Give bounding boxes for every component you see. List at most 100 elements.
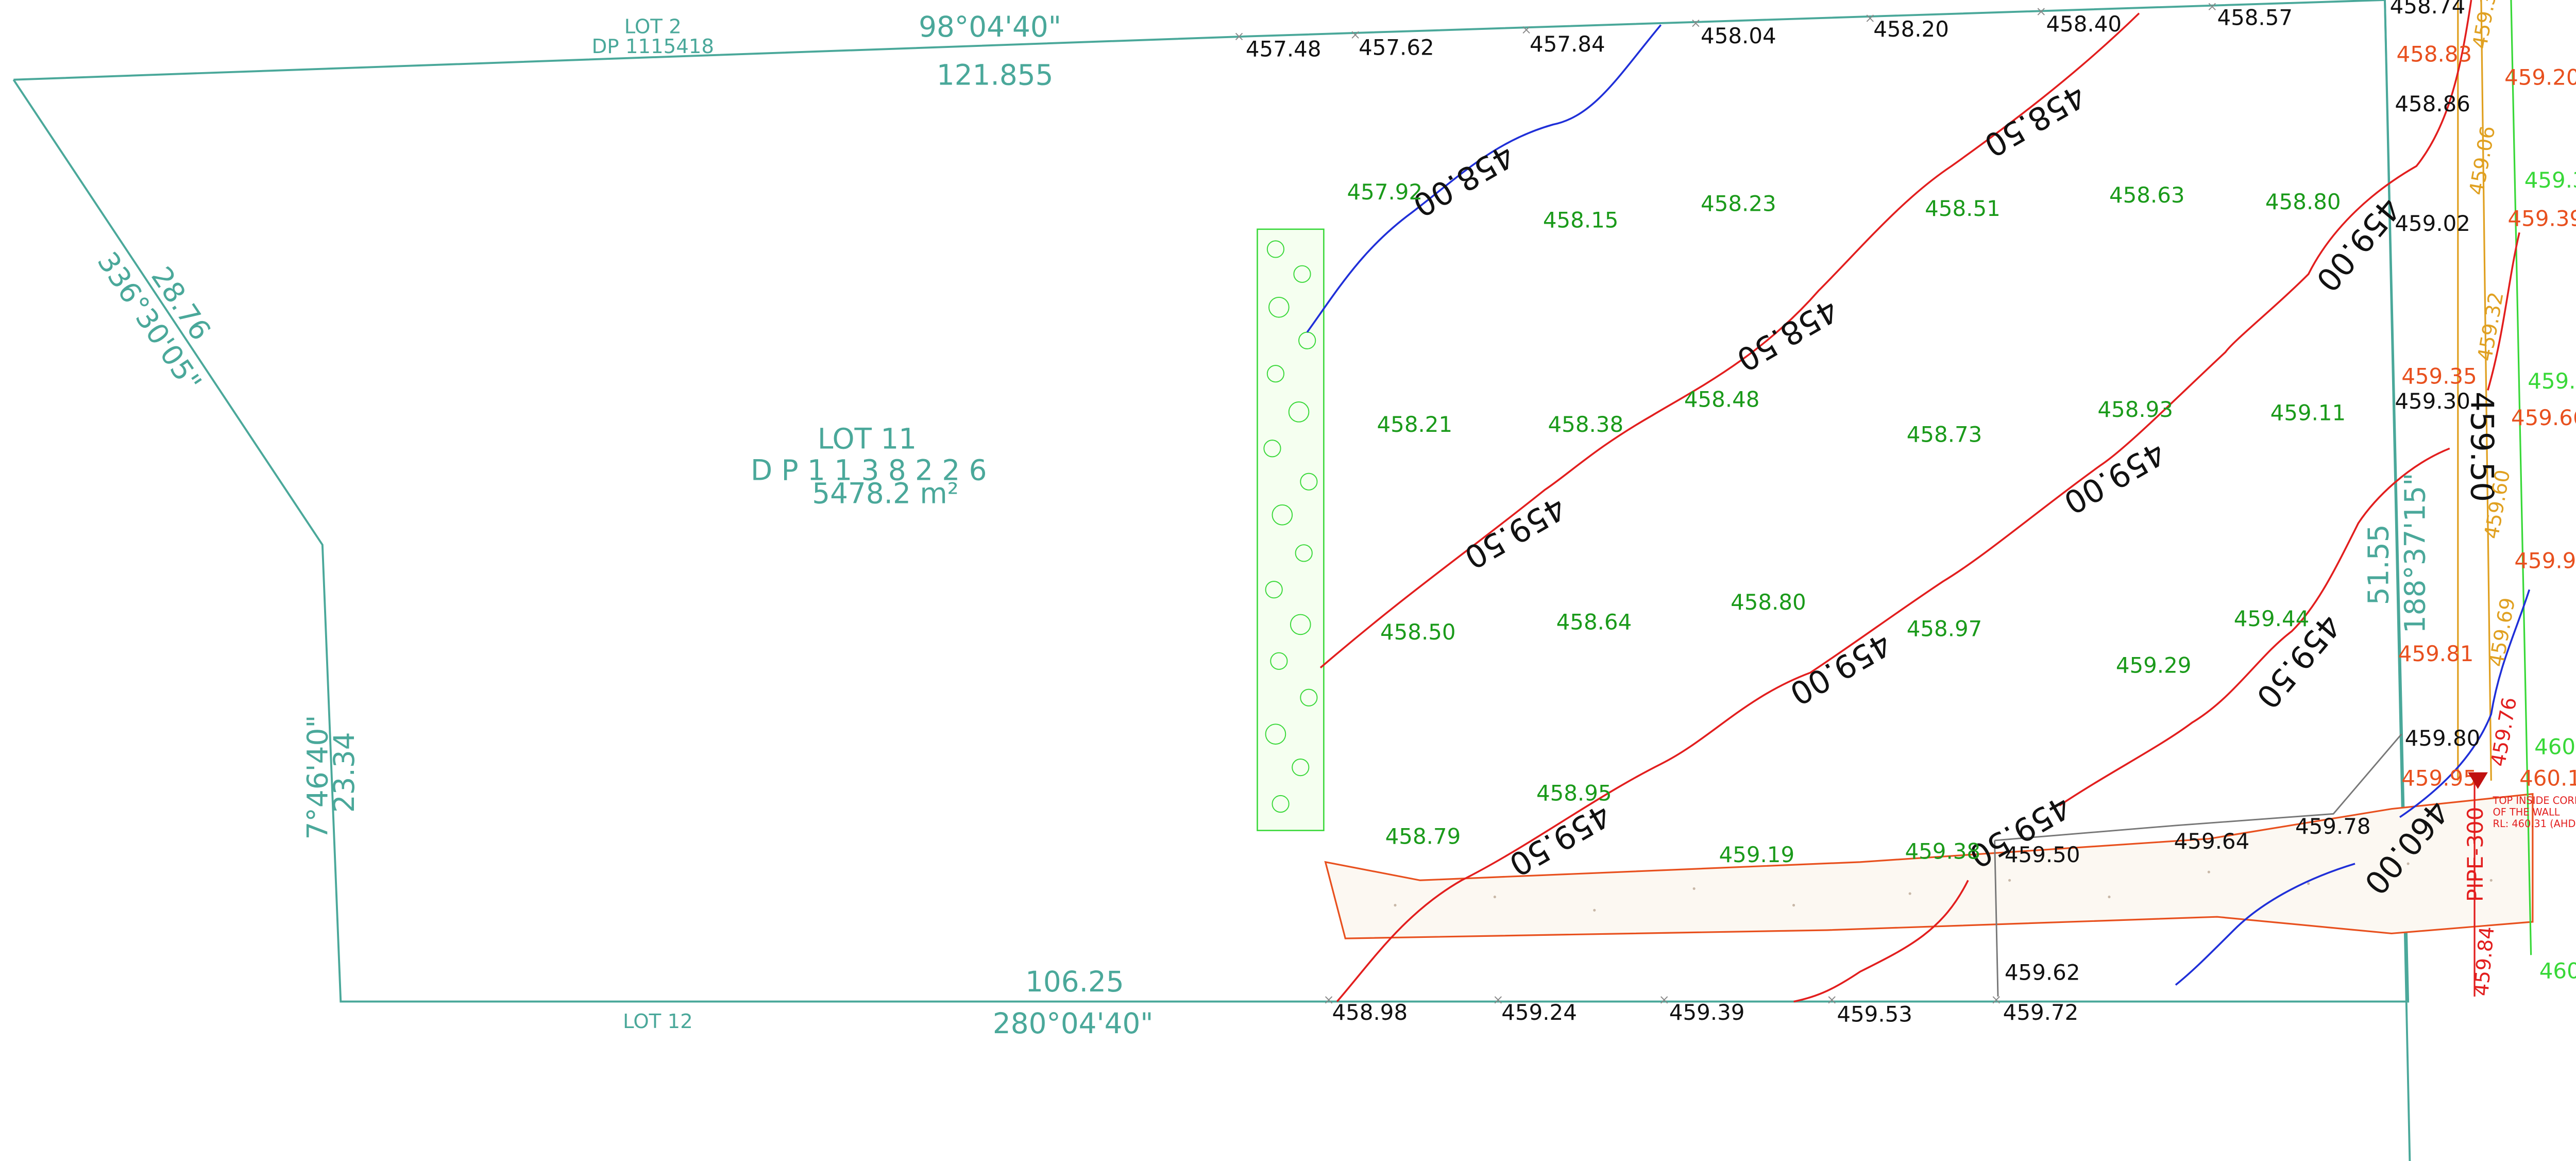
- spot-level: 458.73: [1907, 422, 1982, 447]
- spot-level: 458.21: [1377, 412, 1453, 437]
- spot-level: 459.64: [2174, 829, 2250, 854]
- spot-level: 459.78: [2295, 814, 2371, 839]
- note-line: TOP INSIDE CORNER: [2493, 795, 2576, 806]
- note-line: OF THE WALL: [2493, 806, 2560, 818]
- pipe-annotations: 459.76 459.84 PIPE-300 TOP INSIDE CORNER…: [2463, 696, 2576, 997]
- spot-level: 457.48: [1246, 37, 1321, 62]
- spot-level: 458.57: [2217, 5, 2293, 30]
- spot-level: 457.84: [1530, 31, 1605, 57]
- spot-levels-interior: 457.92 458.15 458.23 458.51 458.63 458.8…: [1347, 179, 2346, 867]
- contour-lines: [1306, 0, 2531, 1003]
- spot-level: 458.98: [1332, 1000, 1408, 1025]
- contour-label: 459.00: [1784, 625, 1897, 712]
- lot-area: 5478.2 m²: [812, 477, 958, 510]
- contour-label: 459.50: [2464, 392, 2500, 502]
- spot-level: 458.83: [2397, 41, 2472, 66]
- spot-level: 458.20: [1873, 16, 1949, 42]
- pipe-label: PIPE-300: [2463, 807, 2488, 902]
- spot-level: 458.50: [1380, 619, 1456, 645]
- spot-level: 459.38: [2524, 167, 2576, 193]
- spot-level: 458.95: [1536, 781, 1612, 806]
- spot-levels-bottom: 458.98 459.24 459.39 459.53 459.72: [1332, 1000, 2079, 1027]
- left-lower-bearing: 7°46'40": [301, 715, 334, 839]
- spot-level: 460.54: [2539, 958, 2576, 983]
- right-distance: 51.55: [2362, 524, 2395, 605]
- spot-level: 460.24: [2534, 734, 2576, 759]
- spot-level: 458.79: [1385, 823, 1461, 849]
- spot-level: 457.92: [1347, 179, 1423, 205]
- spot-level: 459.53: [1837, 1001, 1912, 1027]
- note-line: RL: 460.31 (AHD): [2493, 818, 2576, 830]
- spot-levels-far-right: 459.38 459.69 460.24 460.54: [2524, 167, 2576, 983]
- spot-level: 459.62: [2005, 960, 2080, 985]
- spot-level: 460.18: [2519, 766, 2576, 791]
- bottom-bearing: 280°04'40": [993, 1007, 1154, 1040]
- spot-level: 459.29: [2116, 652, 2192, 678]
- spot-level: 458.86: [2395, 91, 2470, 116]
- spot-level: 458.15: [1543, 208, 1619, 233]
- left-lower-distance: 23.34: [328, 732, 361, 813]
- contour-label: 458.50: [1731, 291, 1844, 378]
- spot-level: 459.20: [2504, 64, 2576, 90]
- spot-level: 457.62: [1359, 35, 1434, 60]
- marker-icon: [2468, 772, 2488, 789]
- driveway-lines: [1994, 733, 2402, 997]
- lot-labels: LOT 11 D P 1 1 3 8 2 2 6 5478.2 m² LOT 2…: [591, 15, 987, 1033]
- spot-level: 459.90: [2514, 548, 2576, 573]
- spot-level: 459.39: [1669, 1000, 1745, 1025]
- top-distance: 121.855: [937, 58, 1054, 91]
- top-bearing: 98°04'40": [919, 10, 1061, 43]
- neighbor-lot2-dp: DP 1115418: [591, 35, 714, 58]
- boundary-labels: 98°04'40" 121.855 106.25 280°04'40" 28.7…: [91, 10, 2432, 1040]
- spot-level: 459.06: [2465, 124, 2500, 197]
- spot-level: 458.38: [1548, 412, 1624, 437]
- contour-label: 458.50: [1978, 77, 2092, 164]
- spot-level: 459.50: [2005, 842, 2080, 867]
- spot-level: 458.63: [2109, 182, 2185, 208]
- spot-levels-driveway: 459.50 459.64 459.78 459.80 459.62: [2005, 726, 2480, 985]
- spot-level: 459.81: [2398, 641, 2474, 666]
- spot-level: 458.04: [1701, 23, 1776, 48]
- spot-level: 458.74: [2390, 0, 2466, 19]
- right-bearing: 188°37'15": [2398, 473, 2431, 634]
- spot-level: 459.24: [1501, 1000, 1577, 1025]
- spot-level: 459.11: [2270, 400, 2346, 425]
- lot-title: LOT 11: [818, 422, 917, 455]
- spot-level: 458.23: [1701, 191, 1776, 216]
- spot-level: 458.80: [1731, 590, 1806, 615]
- spot-markers: [1235, 3, 2216, 1004]
- spot-level: 459.30: [2395, 389, 2470, 414]
- contour-label: 459.50: [1503, 796, 1617, 883]
- contour-label: 459.00: [2058, 434, 2172, 521]
- spot-level: 459.02: [2395, 211, 2470, 236]
- spot-level: 459.35: [2401, 364, 2477, 389]
- spot-level: 458.64: [1556, 610, 1632, 635]
- neighbor-lot12: LOT 12: [623, 1010, 693, 1033]
- contour-label: 458.00: [1406, 137, 1520, 224]
- lot-boundary: [12, 0, 2411, 1161]
- spot-levels-yellow: 459.37 459.06 459.32 459.60 459.69: [2465, 0, 2520, 668]
- contour-label: 459.50: [1458, 489, 1572, 576]
- spot-level: 458.40: [2046, 11, 2122, 37]
- spot-level: 459.38: [1905, 838, 1981, 864]
- right-edge-lines: [2457, 0, 2532, 997]
- spot-level: 459.95: [2401, 766, 2477, 791]
- spot-level: 459.37: [2468, 0, 2503, 51]
- lot-dp: D P 1 1 3 8 2 2 6: [751, 453, 987, 486]
- spot-level: 458.51: [1925, 196, 2001, 221]
- shrub-strip: [1257, 228, 1325, 831]
- retaining-wall-band: [1324, 793, 2534, 939]
- spot-level: 459.39: [2508, 206, 2576, 231]
- spot-level: 459.19: [1719, 842, 1795, 867]
- spot-level: 458.80: [2265, 189, 2341, 214]
- spot-level: 459.80: [2405, 726, 2481, 751]
- spot-level: 458.93: [2097, 397, 2173, 422]
- bottom-distance: 106.25: [1025, 965, 1124, 998]
- spot-level: 458.97: [1907, 616, 1982, 641]
- spot-levels-top: 457.48 457.62 457.84 458.04 458.20 458.4…: [1246, 0, 2465, 62]
- neighbor-lot2: LOT 2: [624, 15, 682, 38]
- spot-levels-wall: 458.83 459.20 459.39 459.35 459.66 459.9…: [2397, 41, 2576, 790]
- spot-level: 459.44: [2234, 606, 2310, 631]
- spot-level: 459.72: [2003, 1000, 2079, 1025]
- spot-level: 458.48: [1684, 387, 1760, 412]
